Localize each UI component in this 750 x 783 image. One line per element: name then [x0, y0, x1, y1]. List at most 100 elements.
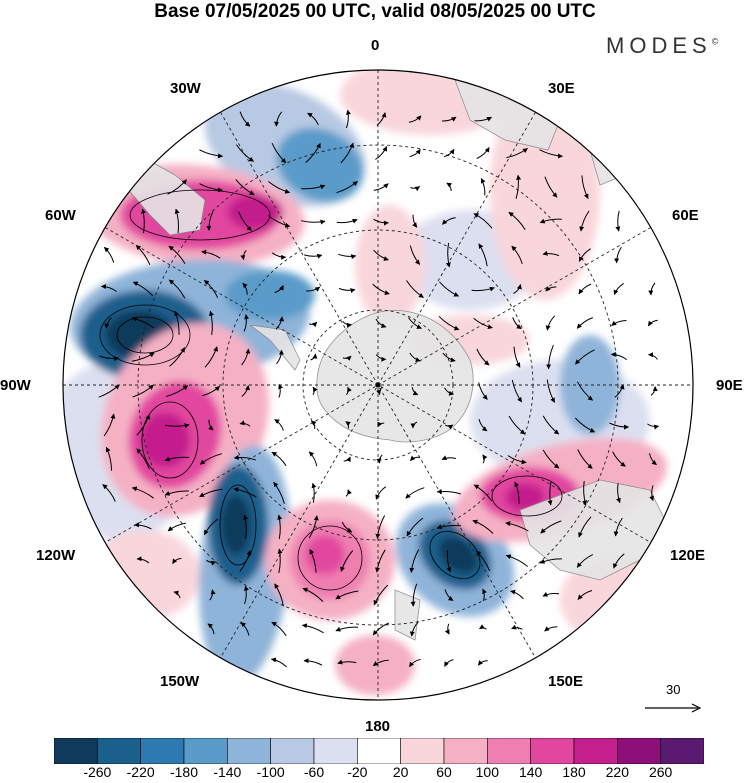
- wind-vector: [98, 384, 120, 398]
- colorbar-swatch: [573, 738, 618, 764]
- wind-vector: [202, 385, 220, 397]
- wind-vector: [410, 455, 420, 461]
- colorbar-tick-label: -20: [347, 764, 368, 780]
- wind-vector: [199, 488, 223, 498]
- wind-vector: [545, 286, 557, 292]
- wind-vector: [609, 422, 630, 430]
- colorbar-swatch: [530, 738, 575, 764]
- wind-vector: [164, 490, 189, 496]
- wind-vector: [444, 589, 454, 602]
- wind-vector: [373, 584, 389, 606]
- wind-vector: [304, 253, 323, 259]
- wind-vector: [409, 148, 421, 158]
- wind-vector: [614, 384, 625, 398]
- neg-anomaly-70w: [225, 270, 315, 320]
- wind-vector: [166, 385, 189, 397]
- wind-vector: [505, 554, 529, 567]
- wind-vector: [103, 247, 115, 263]
- wind-vector: [446, 182, 452, 192]
- wind-vector: [444, 623, 450, 635]
- wind-vector: [545, 315, 556, 331]
- colorbar-swatch: [183, 738, 228, 764]
- contour: [297, 525, 363, 591]
- colorbar-tick-label: 260: [648, 764, 673, 780]
- pos-anomaly-165w-max: [305, 535, 345, 575]
- colorbar-tick-label: -60: [303, 764, 325, 780]
- wind-vector: [372, 283, 390, 296]
- wind-vector: [442, 217, 456, 225]
- pos-anomaly-60w-max: [227, 194, 283, 230]
- wind-vector: [482, 588, 487, 602]
- wind-vector: [103, 413, 116, 437]
- wind-vector: [647, 423, 660, 430]
- wind-vector: [375, 549, 386, 573]
- wind-vector: [345, 489, 352, 497]
- wind-vector: [201, 249, 221, 259]
- wind-vector: [271, 142, 287, 164]
- wind-vector: [482, 454, 488, 464]
- lon-label-150e: 150E: [548, 673, 584, 690]
- map-disc: [63, 70, 693, 700]
- contours: [99, 189, 563, 591]
- wind-vector: [471, 286, 495, 292]
- wind-vector: [278, 383, 283, 398]
- wind-vector: [199, 149, 224, 159]
- wind-vector: [542, 591, 560, 597]
- lon-label-30e: 30E: [548, 80, 575, 97]
- wind-vector: [444, 424, 454, 430]
- wind-vector: [613, 517, 623, 537]
- wind-vector: [242, 282, 248, 295]
- wind-vector: [239, 111, 251, 127]
- wind-vector: [576, 554, 594, 568]
- wind-vector: [233, 487, 257, 498]
- wind-vector: [274, 285, 284, 293]
- wind-vector: [539, 218, 562, 224]
- wind-vector: [243, 314, 250, 332]
- contour: [429, 530, 481, 580]
- wind-vector: [173, 590, 181, 599]
- pos-anomaly-100w-max: [140, 412, 190, 468]
- copyright-mark: ©: [711, 36, 719, 47]
- wind-vector: [610, 352, 627, 361]
- contour: [99, 304, 191, 366]
- wind-vector: [611, 320, 627, 326]
- colorbar-tick-label: -260: [83, 764, 112, 780]
- wind-vector: [241, 385, 250, 397]
- wind-vector: [105, 446, 113, 471]
- wind-vector: [300, 219, 326, 225]
- wind-vector: [174, 310, 180, 335]
- wind-vector: [444, 387, 454, 396]
- wind-vector: [136, 414, 151, 436]
- wind-vector: [336, 218, 358, 224]
- wind-vector: [276, 349, 284, 365]
- wind-vector: [100, 284, 117, 293]
- wind-vector: [241, 348, 251, 366]
- colorbar-swatch: [617, 738, 661, 764]
- wind-vector: [409, 245, 421, 265]
- wind-vector: [305, 142, 321, 163]
- wind-vector: [311, 482, 317, 503]
- wind-vector: [476, 348, 490, 366]
- wind-vector: [579, 210, 590, 232]
- wind-vector: [436, 488, 461, 495]
- wind-vector: [240, 622, 250, 636]
- wind-vector: [273, 481, 285, 504]
- wind-vector: [168, 279, 186, 299]
- lon-label-120w: 120W: [36, 547, 76, 564]
- wind-vector: [375, 515, 386, 539]
- wind-vector: [540, 520, 562, 534]
- wind-vector: [274, 419, 284, 431]
- lon-label-30w: 30W: [170, 80, 201, 97]
- antarctica: [316, 309, 474, 443]
- wind-vector: [271, 252, 287, 260]
- colorbar-tick-label: 20: [392, 764, 409, 780]
- wind-vector: [409, 621, 419, 637]
- colorbar-tick-label: -140: [213, 764, 242, 780]
- wind-vector: [167, 179, 187, 195]
- wind-vector: [408, 658, 421, 668]
- colorbar-ticks: -260 -220 -180 -140 -100 -60 -20 20 60 100 140 180 2…: [0, 764, 750, 783]
- wind-vector: [104, 317, 112, 329]
- wind-vector: [373, 249, 389, 261]
- wind-vector: [508, 211, 526, 230]
